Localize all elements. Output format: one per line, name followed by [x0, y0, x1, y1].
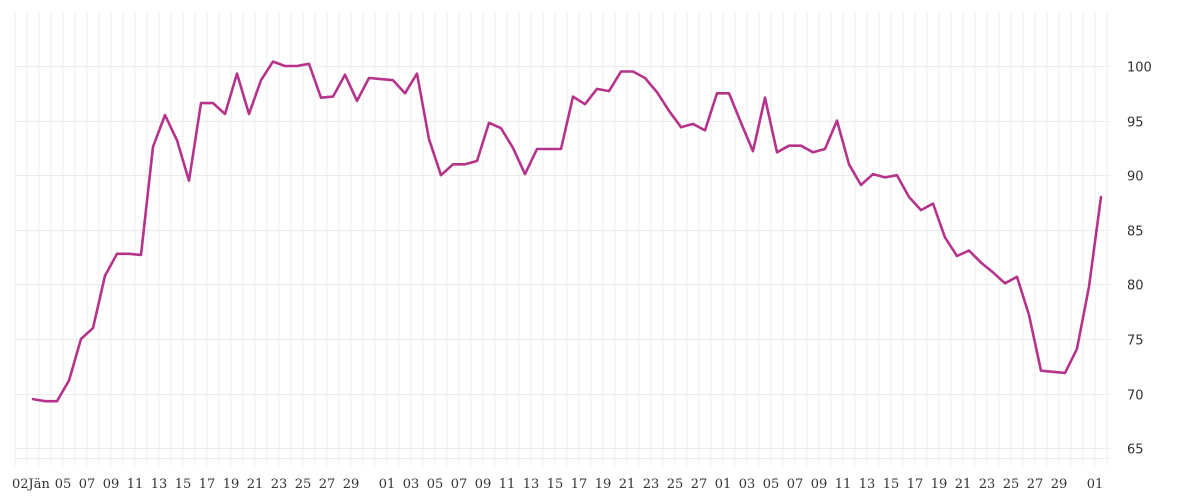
x-tick-label: 19	[595, 477, 612, 492]
x-tick-label: 05	[763, 477, 780, 492]
y-tick-label: 85	[1127, 225, 1144, 240]
y-tick-label: 95	[1127, 116, 1144, 131]
x-tick-label: 01	[715, 477, 732, 492]
x-tick-label: 11	[127, 477, 144, 492]
x-tick-label: 17	[907, 477, 924, 492]
x-tick-label: 11	[835, 477, 852, 492]
x-tick-label: 07	[787, 477, 804, 492]
x-tick-label: 13	[151, 477, 168, 492]
x-tick-label: 03	[739, 477, 756, 492]
x-tick-label: 25	[667, 477, 684, 492]
x-tick-label: 05	[427, 477, 444, 492]
x-tick-label: 21	[955, 477, 972, 492]
x-tick-label: 13	[859, 477, 876, 492]
series-line	[31, 60, 1103, 403]
x-tick-label: 02Jän	[12, 477, 51, 492]
x-tick-label: 23	[979, 477, 996, 492]
x-tick-label: 17	[199, 477, 216, 492]
x-tick-label: 15	[883, 477, 900, 492]
x-tick-label: 15	[175, 477, 192, 492]
x-axis: 02Jän 05 07 09 11 13 15 17 19 21 23 25 27 29 01 03 05 07 0…	[12, 477, 1103, 492]
x-tick-label: 17	[571, 477, 588, 492]
x-tick-label: 09	[811, 477, 828, 492]
x-tick-label: 23	[643, 477, 660, 492]
x-tick-label: 15	[547, 477, 564, 492]
x-tick-label: 07	[451, 477, 468, 492]
x-tick-label: 03	[403, 477, 420, 492]
data-series	[31, 60, 1103, 403]
x-tick-label: 27	[1027, 477, 1044, 492]
x-tick-label: 25	[1003, 477, 1020, 492]
x-tick-label: 23	[271, 477, 288, 492]
x-tick-label: 27	[691, 477, 708, 492]
x-tick-label: 11	[499, 477, 516, 492]
vertical-gridlines	[14, 12, 1108, 466]
y-tick-label: 65	[1127, 443, 1144, 458]
x-tick-label: 01	[379, 477, 396, 492]
x-tick-label: 09	[475, 477, 492, 492]
x-tick-label: 09	[103, 477, 120, 492]
x-tick-label: 25	[295, 477, 312, 492]
x-tick-label: 27	[319, 477, 336, 492]
x-tick-label: 13	[523, 477, 540, 492]
y-tick-label: 80	[1127, 279, 1144, 294]
x-tick-label: 21	[619, 477, 636, 492]
y-tick-label: 90	[1127, 170, 1144, 185]
y-tick-label: 70	[1127, 389, 1144, 404]
x-tick-label: 29	[1051, 477, 1068, 492]
x-tick-label: 07	[79, 477, 96, 492]
y-tick-label: 100	[1127, 61, 1152, 76]
horizontal-gridlines	[15, 66, 1110, 459]
x-tick-label: 19	[223, 477, 240, 492]
x-tick-label: 01	[1087, 477, 1104, 492]
y-tick-label: 75	[1127, 334, 1144, 349]
x-tick-label: 05	[55, 477, 72, 492]
x-tick-label: 29	[343, 477, 360, 492]
y-axis: 65 70 75 80 85 90 95 100	[1127, 61, 1152, 458]
x-tick-label: 21	[247, 477, 264, 492]
x-tick-label: 19	[931, 477, 948, 492]
